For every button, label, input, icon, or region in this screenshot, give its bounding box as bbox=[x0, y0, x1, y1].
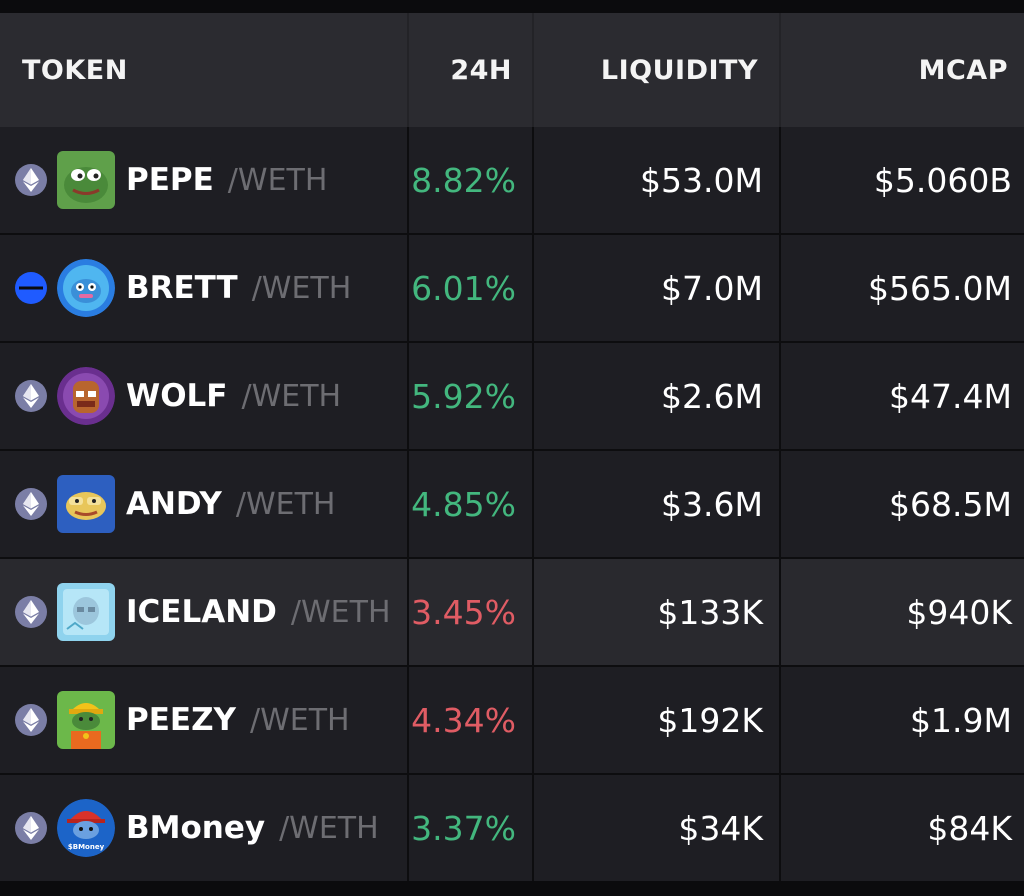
pepe-token-avatar bbox=[57, 151, 115, 209]
top-edge bbox=[0, 0, 1024, 13]
ethereum-icon bbox=[15, 380, 47, 412]
ethereum-icon bbox=[15, 812, 47, 844]
wolf-token-avatar bbox=[57, 367, 115, 425]
change-24h: 4.85% bbox=[411, 484, 516, 524]
table-row[interactable]: PEEZY/WETH 4.34% $192K $1.9M bbox=[0, 667, 1024, 773]
row-divider bbox=[0, 233, 1024, 235]
table-row[interactable]: BRETT/WETH 16.01% $7.0M $565.0M bbox=[0, 235, 1024, 341]
pair-label: /WETH bbox=[290, 594, 391, 630]
column-header-token[interactable]: TOKEN bbox=[22, 54, 128, 86]
table-row[interactable]: ANDY/WETH 4.85% $3.6M $68.5M bbox=[0, 451, 1024, 557]
token-symbol[interactable]: PEPE/WETH bbox=[126, 127, 327, 233]
pair-label: /WETH bbox=[250, 702, 350, 738]
column-header-mcap[interactable]: MCAP bbox=[918, 54, 1008, 86]
token-symbol[interactable]: WOLF/WETH bbox=[126, 343, 341, 449]
token-name: ICELAND bbox=[126, 594, 277, 630]
change-24h: 15.92% bbox=[408, 376, 516, 416]
mcap-value: $565.0M bbox=[868, 268, 1012, 308]
change-24h: 4.34% bbox=[411, 700, 516, 740]
table-row[interactable]: $BMoney BMoney/WETH 3.37% $34K $84K bbox=[0, 775, 1024, 881]
bmoney-logo-text: $BMoney bbox=[68, 843, 105, 851]
mcap-value: $84K bbox=[927, 808, 1012, 848]
token-name: ANDY bbox=[126, 486, 222, 522]
token-symbol[interactable]: ANDY/WETH bbox=[126, 451, 335, 557]
pair-label: /WETH bbox=[279, 810, 379, 846]
token-name: BRETT bbox=[126, 270, 238, 306]
row-divider bbox=[0, 773, 1024, 775]
token-symbol[interactable]: BMoney/WETH bbox=[126, 775, 379, 881]
change-24h: 8.82% bbox=[411, 160, 516, 200]
andy-token-avatar bbox=[57, 475, 115, 533]
token-name: PEPE bbox=[126, 162, 214, 198]
pair-label: /WETH bbox=[235, 486, 336, 522]
table-row[interactable]: ICELAND/WETH 3.45% $133K $940K bbox=[0, 559, 1024, 665]
token-name: WOLF bbox=[126, 378, 228, 414]
liquidity-value: $53.0M bbox=[640, 160, 763, 200]
mcap-value: $68.5M bbox=[889, 484, 1012, 524]
token-name: PEEZY bbox=[126, 702, 236, 738]
ethereum-icon bbox=[15, 704, 47, 736]
liquidity-value: $192K bbox=[657, 700, 763, 740]
ethereum-icon bbox=[15, 596, 47, 628]
mcap-value: $5.060B bbox=[873, 160, 1012, 200]
ethereum-icon bbox=[15, 488, 47, 520]
liquidity-value: $7.0M bbox=[661, 268, 763, 308]
pair-label: /WETH bbox=[241, 378, 342, 414]
pair-label: /WETH bbox=[251, 270, 352, 306]
change-24h: 3.45% bbox=[411, 592, 516, 632]
table-header: TOKEN 24H LIQUIDITY MCAP bbox=[0, 13, 1024, 127]
token-name: BMoney bbox=[126, 810, 266, 846]
mcap-value: $47.4M bbox=[889, 376, 1012, 416]
liquidity-value: $34K bbox=[678, 808, 763, 848]
brett-token-avatar bbox=[57, 259, 115, 317]
liquidity-value: $133K bbox=[657, 592, 763, 632]
token-symbol[interactable]: BRETT/WETH bbox=[126, 235, 351, 341]
change-24h: 3.37% bbox=[411, 808, 516, 848]
row-divider bbox=[0, 557, 1024, 559]
row-divider bbox=[0, 341, 1024, 343]
bottom-edge bbox=[0, 883, 1024, 896]
iceland-token-avatar bbox=[57, 583, 115, 641]
mcap-value: $940K bbox=[906, 592, 1012, 632]
liquidity-value: $2.6M bbox=[661, 376, 763, 416]
column-header-24h[interactable]: 24H bbox=[450, 54, 512, 86]
row-divider bbox=[0, 665, 1024, 667]
ethereum-icon bbox=[15, 164, 47, 196]
column-header-liquidity[interactable]: LIQUIDITY bbox=[600, 54, 758, 86]
token-table: TOKEN 24H LIQUIDITY MCAP PEPE/WETH 8.82%… bbox=[0, 13, 1024, 883]
row-divider bbox=[0, 449, 1024, 451]
liquidity-value: $3.6M bbox=[661, 484, 763, 524]
change-24h: 16.01% bbox=[408, 268, 516, 308]
table-row[interactable]: PEPE/WETH 8.82% $53.0M $5.060B bbox=[0, 127, 1024, 233]
peezy-token-avatar bbox=[57, 691, 115, 749]
base-icon bbox=[15, 272, 47, 304]
token-symbol[interactable]: PEEZY/WETH bbox=[126, 667, 350, 773]
pair-label: /WETH bbox=[227, 162, 328, 198]
mcap-value: $1.9M bbox=[910, 700, 1012, 740]
token-symbol[interactable]: ICELAND/WETH bbox=[126, 559, 391, 665]
table-row[interactable]: WOLF/WETH 15.92% $2.6M $47.4M bbox=[0, 343, 1024, 449]
bmoney-token-avatar: $BMoney bbox=[57, 799, 115, 857]
